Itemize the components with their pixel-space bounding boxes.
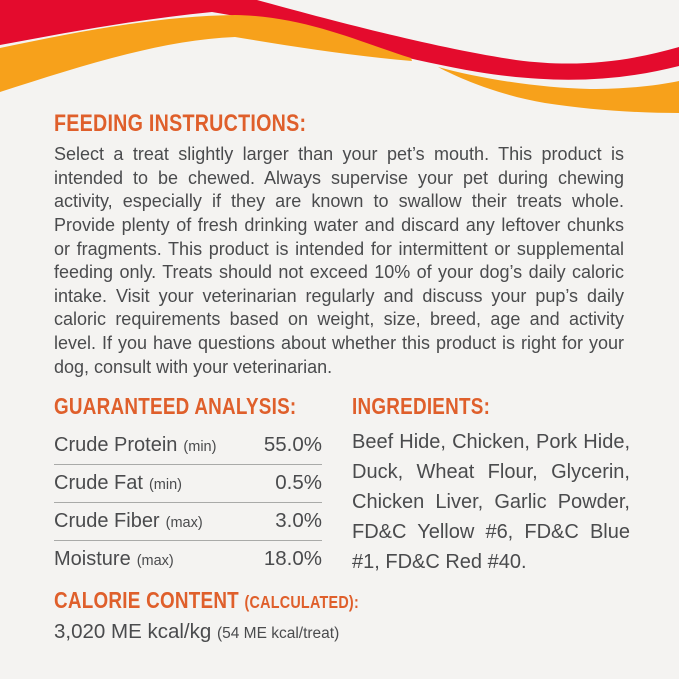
- calorie-content-heading: CALORIE CONTENT (CALCULATED):: [54, 588, 359, 612]
- guaranteed-analysis-heading: GUARANTEED ANALYSIS:: [54, 394, 322, 418]
- nutrient-label: Crude Protein: [54, 434, 178, 457]
- nutrient-value: 0.5%: [275, 471, 322, 495]
- ingredients-column: INGREDIENTS: Beef Hide, Chicken, Pork Hi…: [352, 394, 630, 644]
- lower-columns: GUARANTEED ANALYSIS: Crude Protein (min)…: [54, 394, 630, 644]
- analysis-column: GUARANTEED ANALYSIS: Crude Protein (min)…: [54, 394, 359, 644]
- ingredients-heading-text: INGREDIENTS:: [352, 393, 491, 420]
- table-row: Crude Fiber (max) 3.0%: [54, 503, 322, 542]
- table-row: Crude Fat (min) 0.5%: [54, 465, 322, 504]
- calorie-content-heading-main: CALORIE CONTENT: [54, 587, 239, 614]
- calorie-content-heading-text: CALORIE CONTENT (CALCULATED):: [54, 588, 359, 612]
- calorie-content-heading-qualifier: (CALCULATED):: [244, 592, 359, 613]
- guaranteed-analysis-heading-text: GUARANTEED ANALYSIS:: [54, 393, 297, 420]
- feeding-instructions-heading-text: FEEDING INSTRUCTIONS:: [54, 110, 307, 137]
- calorie-value-line: 3,020 ME kcal/kg (54 ME kcal/treat): [54, 620, 339, 644]
- nutrient-qualifier: (min): [183, 439, 217, 456]
- calorie-value: 3,020 ME kcal/kg: [54, 620, 212, 644]
- nutrient-value: 3.0%: [275, 509, 322, 533]
- ingredients-heading: INGREDIENTS:: [352, 394, 630, 418]
- nutrient-qualifier: (min): [148, 477, 182, 494]
- guaranteed-analysis-table: Crude Protein (min) 55.0% Crude Fat (min…: [54, 427, 322, 578]
- ingredients-text: Beef Hide, Chicken, Pork Hide, Duck, Whe…: [352, 431, 630, 574]
- decorative-waves: [0, 0, 679, 113]
- nutrient-value: 55.0%: [263, 433, 322, 457]
- feeding-instructions-heading: FEEDING INSTRUCTIONS:: [54, 111, 630, 136]
- nutrient-value: 18.0%: [263, 547, 322, 571]
- nutrient-label: Moisture: [54, 548, 131, 571]
- nutrient-qualifier: (max): [136, 553, 174, 570]
- nutrient-qualifier: (max): [165, 515, 203, 532]
- table-row: Moisture (max) 18.0%: [54, 541, 322, 578]
- label-content: FEEDING INSTRUCTIONS: Select a treat sli…: [54, 111, 630, 644]
- calorie-value-qualifier: (54 ME kcal/treat): [216, 625, 340, 643]
- nutrient-label: Crude Fat: [54, 472, 143, 495]
- orange-wave-left: [0, 15, 412, 92]
- nutrient-label: Crude Fiber: [54, 510, 160, 533]
- feeding-instructions-text: Select a treat slightly larger than your…: [54, 144, 624, 377]
- table-row: Crude Protein (min) 55.0%: [54, 427, 322, 466]
- orange-wave-right: [438, 67, 679, 113]
